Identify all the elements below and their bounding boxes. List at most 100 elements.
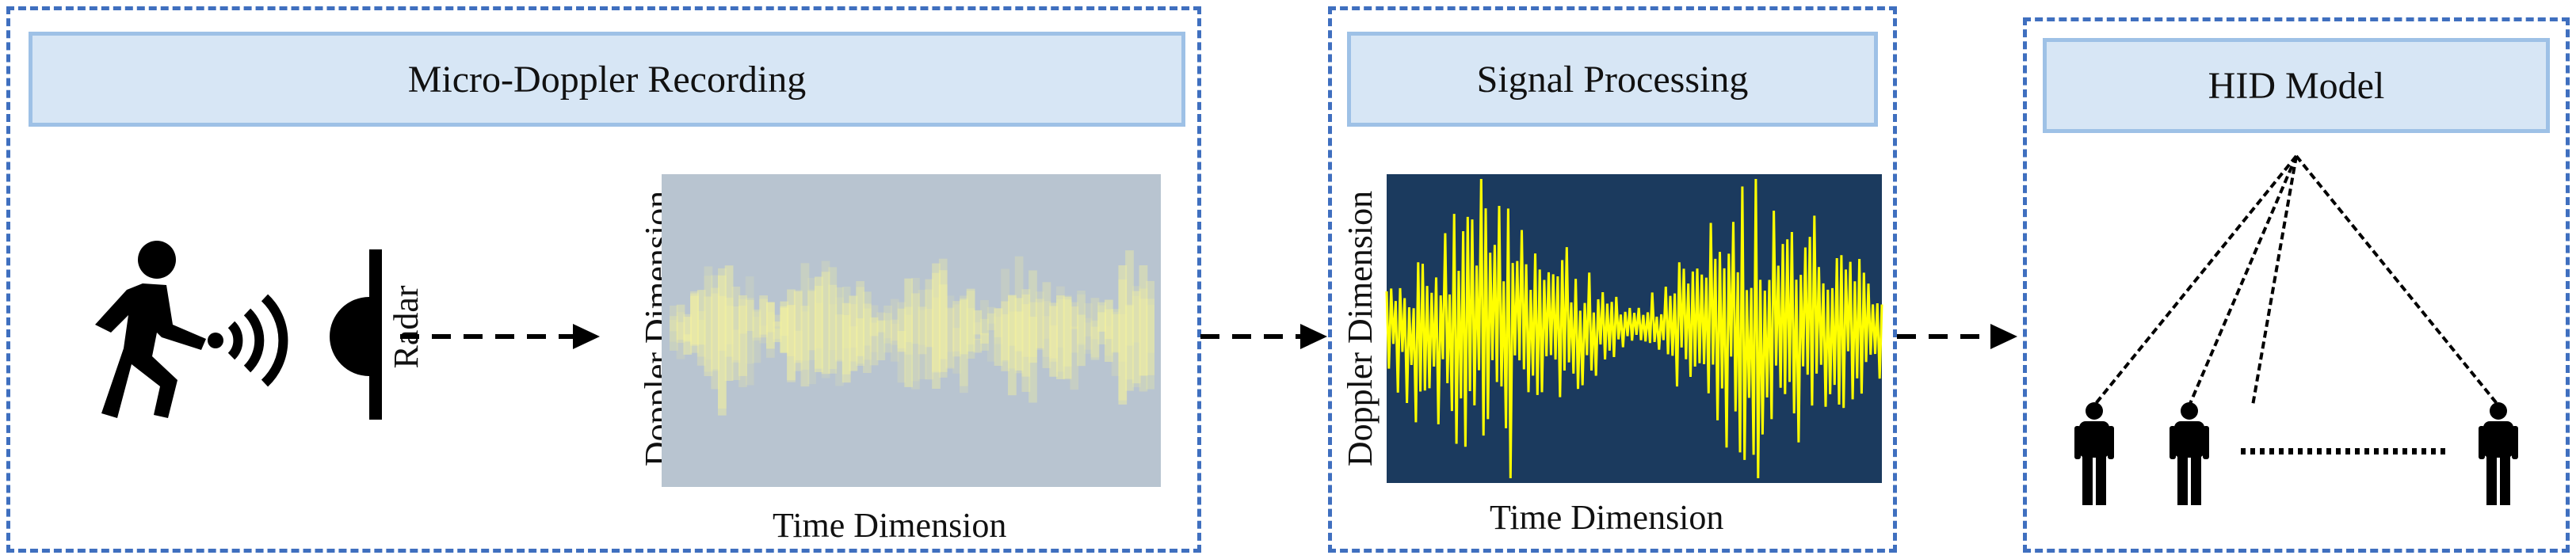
spectrogram-cell	[863, 308, 872, 360]
spectrogram-cell	[1139, 299, 1148, 376]
spectrogram-cell	[938, 270, 948, 372]
spectrogram-cell	[1097, 312, 1106, 332]
spectrogram-cell	[1042, 301, 1051, 339]
spectrogram-cell	[670, 319, 678, 342]
spectrogram-cell	[745, 299, 754, 332]
spectrogram-cell	[1097, 305, 1106, 332]
spectrogram-cell	[1001, 314, 1009, 371]
spectrogram-cell	[1077, 294, 1086, 344]
spectrogram-cell	[932, 272, 941, 373]
spectrogram-cell	[683, 317, 693, 341]
spectrogram-cell	[787, 289, 796, 381]
spectrogram-cell	[869, 322, 879, 366]
radio-waves-icon	[208, 294, 288, 387]
spectrogram-cell	[815, 285, 823, 369]
spectrogram-cell	[828, 267, 838, 369]
spectrogram-cell	[670, 316, 678, 351]
spectrogram-cell	[1105, 309, 1113, 363]
spectrogram-cell	[849, 326, 858, 362]
spectrogram-cell	[863, 291, 872, 346]
signal-plot	[1385, 174, 1883, 483]
spectrogram-cell	[987, 331, 996, 362]
spectrogram-cell	[960, 298, 968, 386]
spectrogram-cell	[897, 308, 906, 348]
spectrogram-cell	[1070, 306, 1079, 329]
spectrogram-cell	[676, 321, 685, 344]
spectrogram-cell	[752, 309, 761, 338]
spectrogram-cell	[904, 306, 913, 343]
spectrogram-cell	[690, 295, 699, 344]
spectrogram-cell	[876, 321, 886, 361]
spectrogram-cell	[841, 287, 851, 348]
spectrogram-cell	[1090, 320, 1100, 358]
spectrogram-cell	[676, 312, 685, 359]
spectrogram-cell	[876, 320, 886, 332]
spectrogram-cell	[690, 291, 699, 353]
spectrogram-cell	[897, 330, 906, 352]
spectrogram-cell	[1146, 280, 1154, 375]
radar-dish-icon	[330, 249, 382, 420]
spectrogram-cell	[793, 291, 803, 363]
spectrogram-cell	[1008, 311, 1017, 369]
spectrogram-xlabel: Time Dimension	[773, 506, 1007, 545]
spectrogram-cell	[883, 313, 892, 353]
spectrogram-cell	[1105, 299, 1113, 340]
spectrogram-cell	[731, 329, 741, 363]
signal-line	[1385, 178, 1883, 479]
spectrogram-cell	[1056, 286, 1065, 348]
spectrogram-cell	[856, 281, 864, 367]
spectrogram-cell	[738, 295, 747, 376]
spectrogram-cell	[869, 305, 879, 352]
spectrogram-cell	[821, 271, 830, 375]
spectrogram-cell	[773, 328, 782, 340]
spectrogram-cell	[966, 288, 975, 352]
spectrogram-cell	[766, 302, 775, 349]
spectrogram-cell	[807, 277, 816, 385]
spectrogram-cell	[918, 310, 927, 379]
signal-xlabel: Time Dimension	[1490, 498, 1724, 537]
spectrogram-cell	[752, 311, 761, 341]
spectrogram-cell	[1125, 304, 1134, 380]
spectrogram-cell	[793, 290, 803, 371]
processing-title: Signal Processing	[1347, 32, 1878, 127]
spectrogram-cell	[863, 303, 872, 374]
spectrogram-cell	[938, 258, 948, 378]
spectrogram-cell	[994, 317, 1003, 344]
spectrogram-cell	[1042, 282, 1051, 368]
spectrogram-cell	[1132, 291, 1141, 384]
spectrogram-cell	[1042, 316, 1051, 357]
spectrogram-cell	[966, 291, 975, 345]
spectrogram-cell	[994, 308, 1003, 337]
spectrogram-cell	[800, 306, 810, 387]
spectrogram-cell	[1118, 314, 1128, 362]
spectrogram-cell	[828, 304, 838, 351]
spectrogram-cell	[925, 289, 934, 348]
spectrogram-cell	[835, 314, 844, 362]
spectrogram-cell	[890, 323, 899, 345]
spectrogram-cell	[821, 260, 830, 375]
spectrogram-cell	[856, 318, 864, 356]
spectrogram-cell	[994, 308, 1003, 367]
hid-tree	[2093, 154, 2500, 454]
spectrogram-cell	[711, 275, 719, 371]
spectrogram-cell	[745, 297, 754, 386]
processing-panel	[1328, 6, 1897, 553]
spectrogram-cell	[938, 284, 948, 359]
walking-person-icon	[95, 241, 206, 418]
tree-line	[2251, 155, 2298, 406]
spectrogram-cell	[1146, 305, 1154, 353]
spectrogram-cell	[1049, 325, 1058, 362]
spectrogram-cell	[683, 314, 693, 342]
tree-line	[2188, 155, 2298, 406]
spectrogram-cell	[835, 287, 844, 360]
arrow-recording-to-spectrogram	[400, 324, 600, 349]
spectrogram-cell	[980, 299, 989, 336]
spectrogram-cell	[849, 304, 858, 348]
spectrogram-cell	[1056, 295, 1065, 379]
spectrogram-cell	[780, 307, 789, 354]
spectrogram-cell	[1077, 314, 1086, 367]
spectrogram-cell	[704, 266, 713, 372]
spectrogram-cell	[696, 319, 706, 366]
tree-line	[2093, 154, 2298, 407]
spectrogram-cell	[904, 278, 913, 387]
